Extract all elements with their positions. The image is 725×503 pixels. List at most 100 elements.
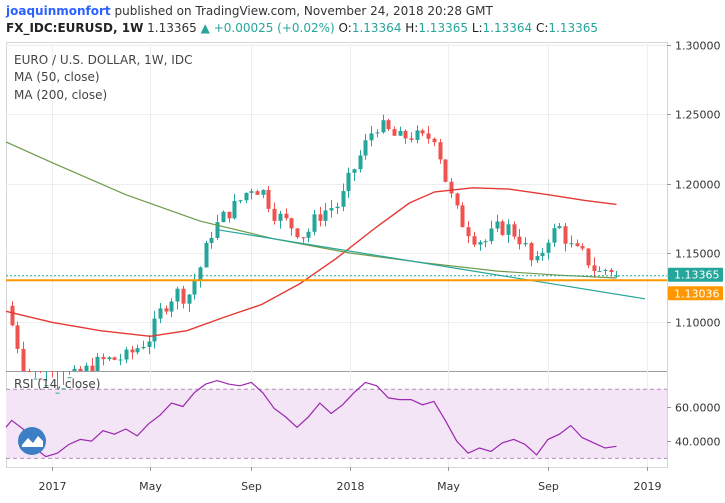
candle-body — [386, 120, 391, 130]
published-text: published on TradingView.com, November 2… — [114, 4, 493, 18]
candle-body — [352, 169, 357, 173]
cloud-icon — [22, 436, 43, 447]
candle-body — [375, 132, 380, 134]
symbol-label: FX_IDC:EURUSD, 1W — [6, 21, 144, 35]
candle-body — [44, 385, 49, 387]
close-label: C: — [536, 21, 549, 35]
candle-body — [101, 356, 106, 360]
up-arrow-icon: ▲ — [200, 21, 210, 35]
low-label: L: — [471, 21, 483, 35]
last-price-tag: 1.13365 — [668, 267, 723, 282]
low-value: 1.13364 — [482, 21, 533, 35]
candle-body — [27, 371, 32, 373]
price-axis[interactable]: 1.30000 1.25000 1.20000 1.15000 1.10000 — [667, 40, 721, 330]
candle-body — [426, 133, 431, 139]
candle-body — [489, 228, 494, 242]
chart-title: EURO / U.S. DOLLAR, 1W, IDC — [14, 53, 192, 67]
time-axis[interactable]: 2017 May Sep 2018 May Sep 2019 — [39, 467, 662, 493]
candle-body — [523, 243, 528, 245]
candle-body — [455, 193, 460, 206]
author-link[interactable]: joaquinmonfort — [6, 4, 111, 18]
rsi-band-fill — [6, 389, 667, 459]
price-tick-label: 1.20000 — [675, 179, 721, 192]
candle-body — [597, 270, 602, 272]
candle-body — [95, 356, 100, 371]
candle-body — [38, 378, 43, 380]
candle-body — [130, 349, 135, 353]
rsi-line — [5, 379, 617, 458]
tradingview-logo[interactable] — [18, 427, 46, 455]
time-tick-label: May — [437, 480, 460, 493]
support-tag: 1.13036 — [668, 286, 723, 301]
rsi-axis[interactable]: 60.0000 40.0000 — [667, 402, 721, 449]
open-value: 1.13364 — [351, 21, 402, 35]
high-value: 1.13365 — [418, 21, 468, 35]
candle-body — [369, 133, 374, 141]
candle-body — [592, 265, 597, 272]
candle-body — [449, 181, 454, 194]
candle-body — [21, 348, 26, 371]
candle-body — [169, 301, 174, 312]
candle-body — [535, 256, 540, 261]
candle-body — [323, 210, 328, 221]
candle-body — [443, 159, 448, 182]
candle-body — [529, 243, 534, 261]
ohlc-line: FX_IDC:EURUSD, 1W 1.13365 ▲ +0.00025 (+0… — [6, 21, 598, 35]
candle-body — [278, 213, 283, 221]
candle-body — [495, 221, 500, 229]
candle-body — [341, 191, 346, 207]
time-tick-label: Sep — [538, 480, 559, 493]
candle-body — [187, 294, 192, 304]
candle-body — [329, 208, 334, 211]
candle-body — [164, 308, 169, 312]
candle-body — [540, 252, 545, 257]
rsi-tick-label: 40.0000 — [675, 436, 721, 449]
candle-body — [466, 227, 471, 237]
candle-body — [107, 357, 112, 360]
candle-body — [284, 213, 289, 219]
candle-body — [552, 228, 557, 243]
candle-body — [398, 130, 403, 136]
candle-body — [221, 211, 226, 223]
open-label: O: — [338, 21, 352, 35]
candlestick-series — [10, 114, 619, 394]
time-tick-label: 2018 — [337, 480, 365, 493]
price-tick-label: 1.15000 — [675, 248, 721, 261]
rsi-tick-label: 60.0000 — [675, 402, 721, 415]
candle-body — [238, 200, 243, 202]
trend-line[interactable] — [215, 228, 646, 300]
candle-body — [204, 242, 209, 268]
publish-line: joaquinmonfort published on TradingView.… — [6, 4, 493, 18]
price-tick-label: 1.30000 — [675, 40, 721, 53]
time-tick-label: 2019 — [634, 480, 662, 493]
candle-body — [403, 130, 408, 139]
candle-body — [312, 214, 317, 232]
candle-body — [460, 205, 465, 228]
candle-body — [420, 130, 425, 134]
candle-body — [249, 191, 254, 193]
candle-body — [438, 142, 443, 160]
candle-body — [192, 280, 197, 295]
candle-body — [512, 224, 517, 237]
candle-body — [346, 172, 351, 192]
close-value: 1.13365 — [548, 21, 599, 35]
candle-body — [15, 325, 20, 349]
candle-body — [472, 236, 477, 245]
candle-body — [55, 392, 60, 394]
candle-body — [306, 231, 311, 238]
candle-body — [575, 243, 580, 247]
candle-body — [227, 211, 232, 219]
candle-body — [118, 359, 123, 361]
candle-body — [500, 221, 505, 235]
candle-body — [569, 243, 574, 245]
time-tick-label: Sep — [241, 480, 262, 493]
time-tick-label: 2017 — [39, 480, 67, 493]
high-label: H: — [405, 21, 419, 35]
candle-body — [61, 388, 66, 390]
candle-body — [301, 237, 306, 239]
candle-body — [557, 226, 562, 229]
candle-body — [517, 236, 522, 245]
candle-body — [67, 377, 72, 379]
candle-body — [50, 385, 55, 387]
